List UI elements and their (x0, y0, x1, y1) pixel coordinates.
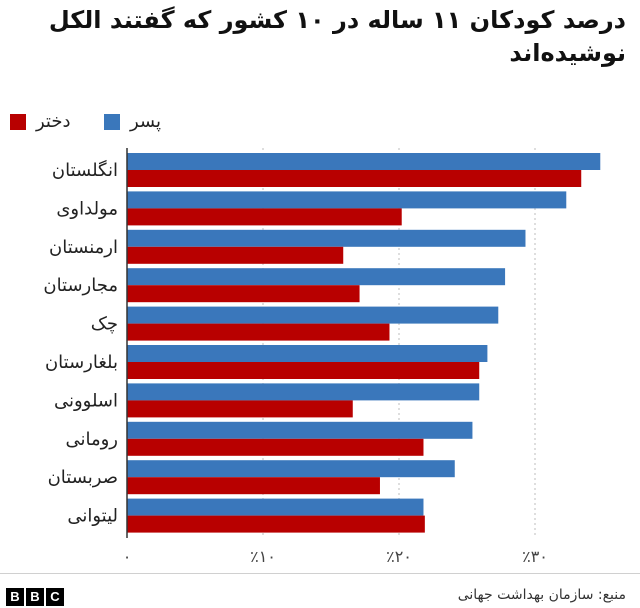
bar-girl-9 (127, 515, 425, 533)
x-tick-label-1: ٪۱۰ (250, 547, 276, 566)
legend-swatch-boy (104, 114, 120, 130)
bar-boy-4 (127, 306, 499, 324)
bar-boy-9 (127, 498, 424, 516)
bar-boy-6 (127, 383, 480, 401)
legend-label-boy: پسر (130, 111, 161, 132)
legend-label-girl: دختر (36, 111, 71, 132)
category-label-9: لیتوانی (67, 506, 118, 527)
legend-swatch-girl (10, 114, 26, 130)
bar-chart: انگلستان مولداوی ارمنستان مجارستان چک بلغارست… (43, 148, 601, 566)
legend: دختر پسر (0, 110, 640, 134)
bar-boy-8 (127, 460, 455, 478)
x-tick-label-2: ٪۲۰ (386, 547, 412, 566)
bar-girl-4 (127, 323, 390, 341)
bar-boy-5 (127, 345, 488, 362)
category-label-2: ارمنستان (49, 237, 118, 258)
x-tick-label-3: ٪۳۰ (522, 547, 548, 566)
category-label-0: انگلستان (52, 159, 118, 181)
bar-girl-8 (127, 477, 380, 495)
source-note: منبع: سازمان بهداشت جهانی (457, 587, 626, 603)
category-label-8: صربستان (48, 467, 118, 488)
bar-boy-7 (127, 421, 473, 439)
bar-girl-1 (127, 208, 402, 226)
chart-title: درصد کودکان ۱۱ ساله در ۱۰ کشور که گفتند … (48, 6, 626, 67)
x-tick-label-0: ۰ (123, 547, 132, 566)
bar-girl-0 (127, 170, 582, 187)
footer-divider (0, 573, 640, 574)
category-label-1: مولداوی (56, 198, 118, 219)
category-label-6: اسلوونی (54, 390, 118, 411)
bar-boy-3 (127, 268, 506, 286)
bar-girl-5 (127, 362, 480, 379)
bar-boy-1 (127, 191, 567, 209)
bar-girl-2 (127, 246, 344, 264)
bar-boy-2 (127, 229, 526, 247)
bar-girl-3 (127, 285, 360, 303)
category-label-5: بلغارستان (45, 352, 118, 373)
category-label-7: رومانی (65, 429, 118, 450)
bar-girl-6 (127, 400, 353, 418)
bar-boy-0 (127, 153, 601, 170)
category-label-4: چک (91, 314, 118, 335)
bar-girl-7 (127, 438, 424, 456)
category-label-3: مجارستان (43, 275, 118, 296)
